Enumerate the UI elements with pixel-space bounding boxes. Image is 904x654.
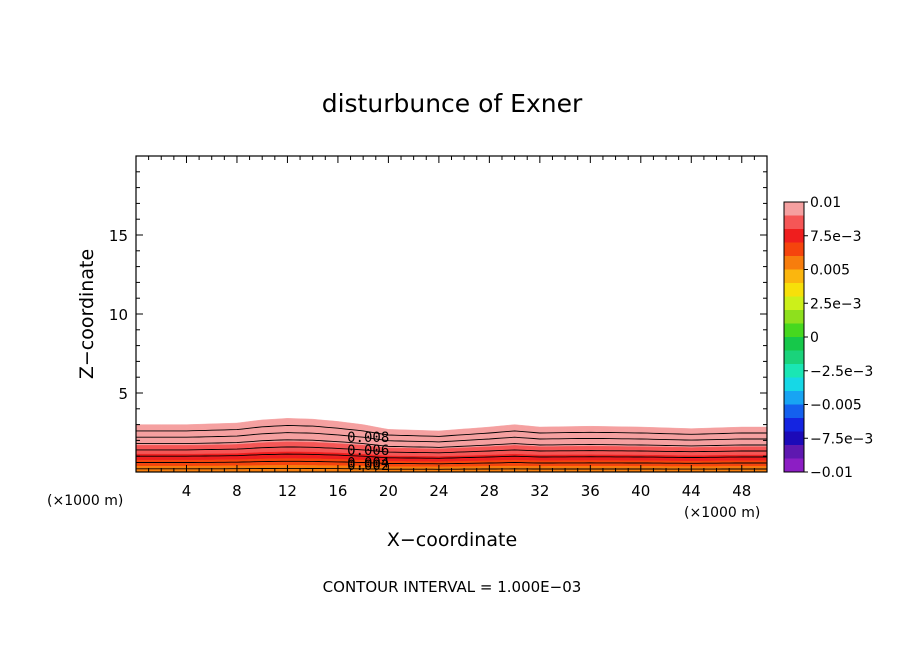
x-tick-label: 40 <box>631 482 650 500</box>
x-tick-label: 36 <box>581 482 600 500</box>
colorbar-swatch <box>784 256 804 270</box>
colorbar <box>784 202 804 473</box>
colorbar-swatch <box>784 418 804 432</box>
y-tick-label: 10 <box>109 306 128 324</box>
colorbar-swatch <box>784 391 804 405</box>
colorbar-swatch <box>784 350 804 365</box>
colorbar-swatch <box>784 229 804 243</box>
colorbar-swatch <box>784 445 804 459</box>
colorbar-swatch <box>784 404 804 419</box>
colorbar-swatch <box>784 377 804 392</box>
x-tick-label: 28 <box>480 482 499 500</box>
contour-line <box>136 460 767 465</box>
x-axis: 4 8 12 16 20 24 28 32 36 40 44 48 <box>148 156 755 500</box>
colorbar-label: 0 <box>810 330 819 346</box>
contour-fill <box>136 418 767 472</box>
colorbar-label: −7.5e−3 <box>810 431 873 447</box>
x-tick-label: 44 <box>682 482 701 500</box>
colorbar-swatch <box>784 310 804 324</box>
x-tick-label: 20 <box>379 482 398 500</box>
colorbar-label: 2.5e−3 <box>810 296 862 312</box>
chart-title: disturbunce of Exner <box>322 89 583 118</box>
colorbar-swatch <box>784 431 804 446</box>
x-tick-label: 4 <box>182 482 192 500</box>
contour-lines <box>136 424 767 470</box>
colorbar-swatch <box>784 296 804 311</box>
colorbar-swatch <box>784 242 804 257</box>
x-tick-label: 24 <box>429 482 448 500</box>
y-tick-label: 15 <box>109 227 128 245</box>
x-unit-left: (×1000 m) <box>47 493 123 509</box>
colorbar-swatch <box>784 337 804 351</box>
colorbar-label: −0.005 <box>810 398 862 414</box>
colorbar-label: −0.01 <box>810 465 853 481</box>
y-tick-label: 5 <box>118 385 128 403</box>
colorbar-label: 0.005 <box>810 263 850 279</box>
colorbar-swatch <box>784 215 804 230</box>
x-tick-label: 32 <box>530 482 549 500</box>
x-tick-label: 12 <box>278 482 297 500</box>
x-tick-label: 8 <box>232 482 242 500</box>
colorbar-label: 7.5e−3 <box>810 229 862 245</box>
y-axis: 5 10 15 <box>109 171 767 457</box>
x-tick-label: 48 <box>732 482 751 500</box>
contour-line <box>136 424 767 437</box>
colorbar-swatch <box>784 269 804 284</box>
contour-label: 0.008 <box>347 430 389 446</box>
y-axis-label: Z−coordinate <box>76 249 98 379</box>
contour-line <box>136 432 767 443</box>
colorbar-swatch <box>784 364 804 378</box>
x-unit-right: (×1000 m) <box>684 505 760 521</box>
colorbar-swatch <box>784 323 804 338</box>
colorbar-swatch <box>784 202 804 216</box>
contour-interval-note: CONTOUR INTERVAL = 1.000E−03 <box>323 578 582 596</box>
colorbar-label: −2.5e−3 <box>810 364 873 380</box>
contour-label: 0.004 <box>347 456 389 472</box>
colorbar-labels: 0.01 7.5e−3 0.005 2.5e−3 0 −2.5e−3 −0.005 −7.5e… <box>804 195 873 481</box>
x-axis-label: X−coordinate <box>387 529 517 551</box>
colorbar-swatch <box>784 458 804 473</box>
colorbar-swatch <box>784 283 804 297</box>
contour-line <box>136 453 767 459</box>
colorbar-label: 0.01 <box>810 195 841 211</box>
contour-label: 0.006 <box>347 443 389 459</box>
x-tick-label: 16 <box>328 482 347 500</box>
contour-label: 0.002 <box>347 458 389 474</box>
contour-line <box>136 446 767 454</box>
contour-line <box>136 439 767 448</box>
